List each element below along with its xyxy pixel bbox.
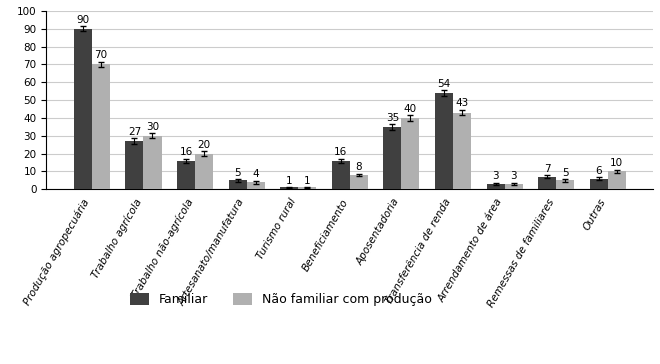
Bar bbox=[195, 154, 213, 189]
Text: 35: 35 bbox=[385, 113, 399, 123]
Bar bbox=[332, 161, 350, 189]
Bar bbox=[608, 171, 626, 189]
Bar bbox=[177, 161, 195, 189]
Text: 3: 3 bbox=[492, 171, 499, 181]
Bar bbox=[401, 118, 420, 189]
Text: 16: 16 bbox=[334, 147, 347, 157]
Text: 1: 1 bbox=[286, 175, 292, 186]
Bar bbox=[504, 184, 523, 189]
Bar bbox=[383, 127, 401, 189]
Text: 4: 4 bbox=[252, 169, 259, 179]
Text: 90: 90 bbox=[77, 15, 89, 25]
Text: 10: 10 bbox=[610, 158, 623, 169]
Bar bbox=[280, 187, 298, 189]
Text: 20: 20 bbox=[197, 140, 211, 150]
Legend: Familiar, Não familiar com produção: Familiar, Não familiar com produção bbox=[125, 288, 437, 311]
Bar bbox=[125, 141, 143, 189]
Text: 6: 6 bbox=[595, 166, 602, 176]
Text: 27: 27 bbox=[128, 127, 141, 137]
Bar bbox=[298, 187, 316, 189]
Bar bbox=[556, 180, 574, 189]
Bar bbox=[143, 136, 162, 189]
Text: 1: 1 bbox=[304, 175, 311, 186]
Text: 54: 54 bbox=[438, 79, 451, 89]
Bar bbox=[350, 175, 368, 189]
Bar bbox=[74, 29, 92, 189]
Text: 7: 7 bbox=[544, 164, 550, 174]
Bar bbox=[589, 179, 608, 189]
Bar bbox=[228, 180, 247, 189]
Bar bbox=[453, 112, 471, 189]
Text: 16: 16 bbox=[180, 147, 193, 157]
Text: 5: 5 bbox=[562, 167, 568, 178]
Text: 8: 8 bbox=[356, 162, 362, 172]
Text: 30: 30 bbox=[146, 122, 159, 132]
Bar bbox=[538, 177, 556, 189]
Text: 43: 43 bbox=[455, 99, 469, 108]
Text: 5: 5 bbox=[234, 167, 241, 178]
Bar bbox=[92, 64, 110, 189]
Bar bbox=[247, 182, 265, 189]
Bar bbox=[435, 93, 453, 189]
Bar bbox=[486, 184, 504, 189]
Text: 3: 3 bbox=[510, 171, 517, 181]
Text: 70: 70 bbox=[94, 50, 108, 60]
Text: 40: 40 bbox=[404, 104, 417, 114]
